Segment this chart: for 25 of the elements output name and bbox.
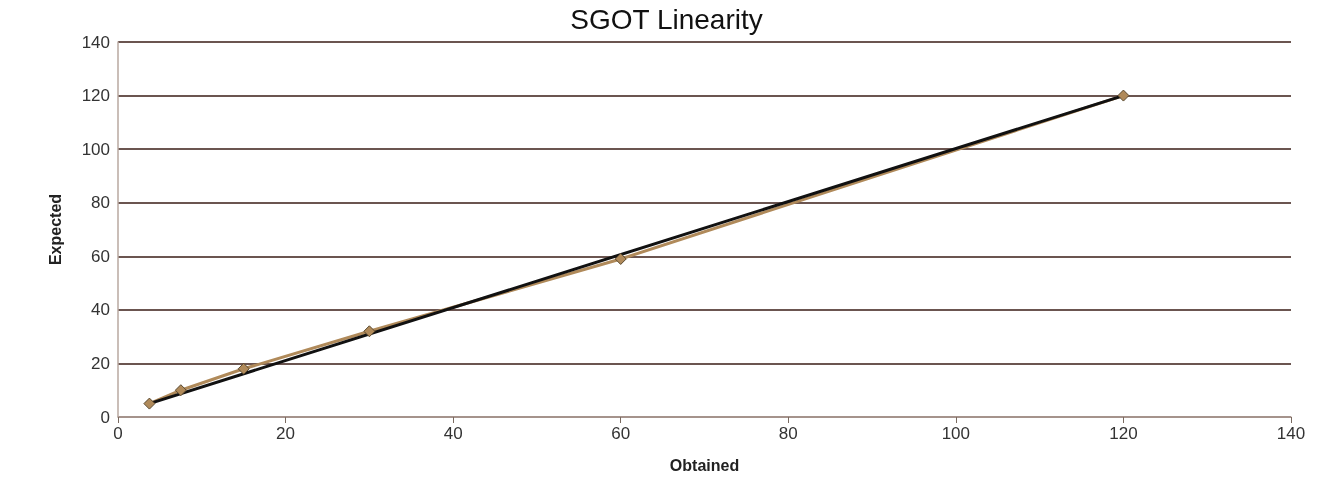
x-tick-label: 80 [778, 424, 798, 443]
x-tick-label: 140 [1276, 424, 1306, 443]
x-tick-label: 100 [941, 424, 971, 443]
y-tick-label: 100 [81, 139, 110, 159]
y-tick-label: 0 [100, 407, 110, 427]
y-tick-label: 80 [91, 193, 110, 213]
x-tick-label: 120 [1109, 424, 1138, 443]
point [237, 362, 250, 375]
point [143, 397, 156, 410]
x-tick-label: 20 [276, 424, 296, 443]
chart-title: SGOT Linearity [570, 3, 763, 35]
x-tick-label: 40 [443, 424, 463, 443]
y-tick-label: 140 [81, 32, 110, 52]
y-tick-label: 60 [91, 246, 110, 266]
y-tick-label: 40 [91, 300, 110, 320]
point [614, 252, 627, 265]
x-axis-title: Obtained [669, 456, 740, 474]
point [174, 384, 187, 397]
y-tick-label: 120 [81, 86, 110, 106]
point [363, 325, 376, 338]
x-tick-label: 0 [113, 424, 123, 443]
x-tick-label: 60 [611, 424, 631, 443]
y-tick-label: 20 [91, 353, 110, 373]
y-axis-title: Expected [46, 193, 64, 266]
point [1117, 89, 1130, 102]
